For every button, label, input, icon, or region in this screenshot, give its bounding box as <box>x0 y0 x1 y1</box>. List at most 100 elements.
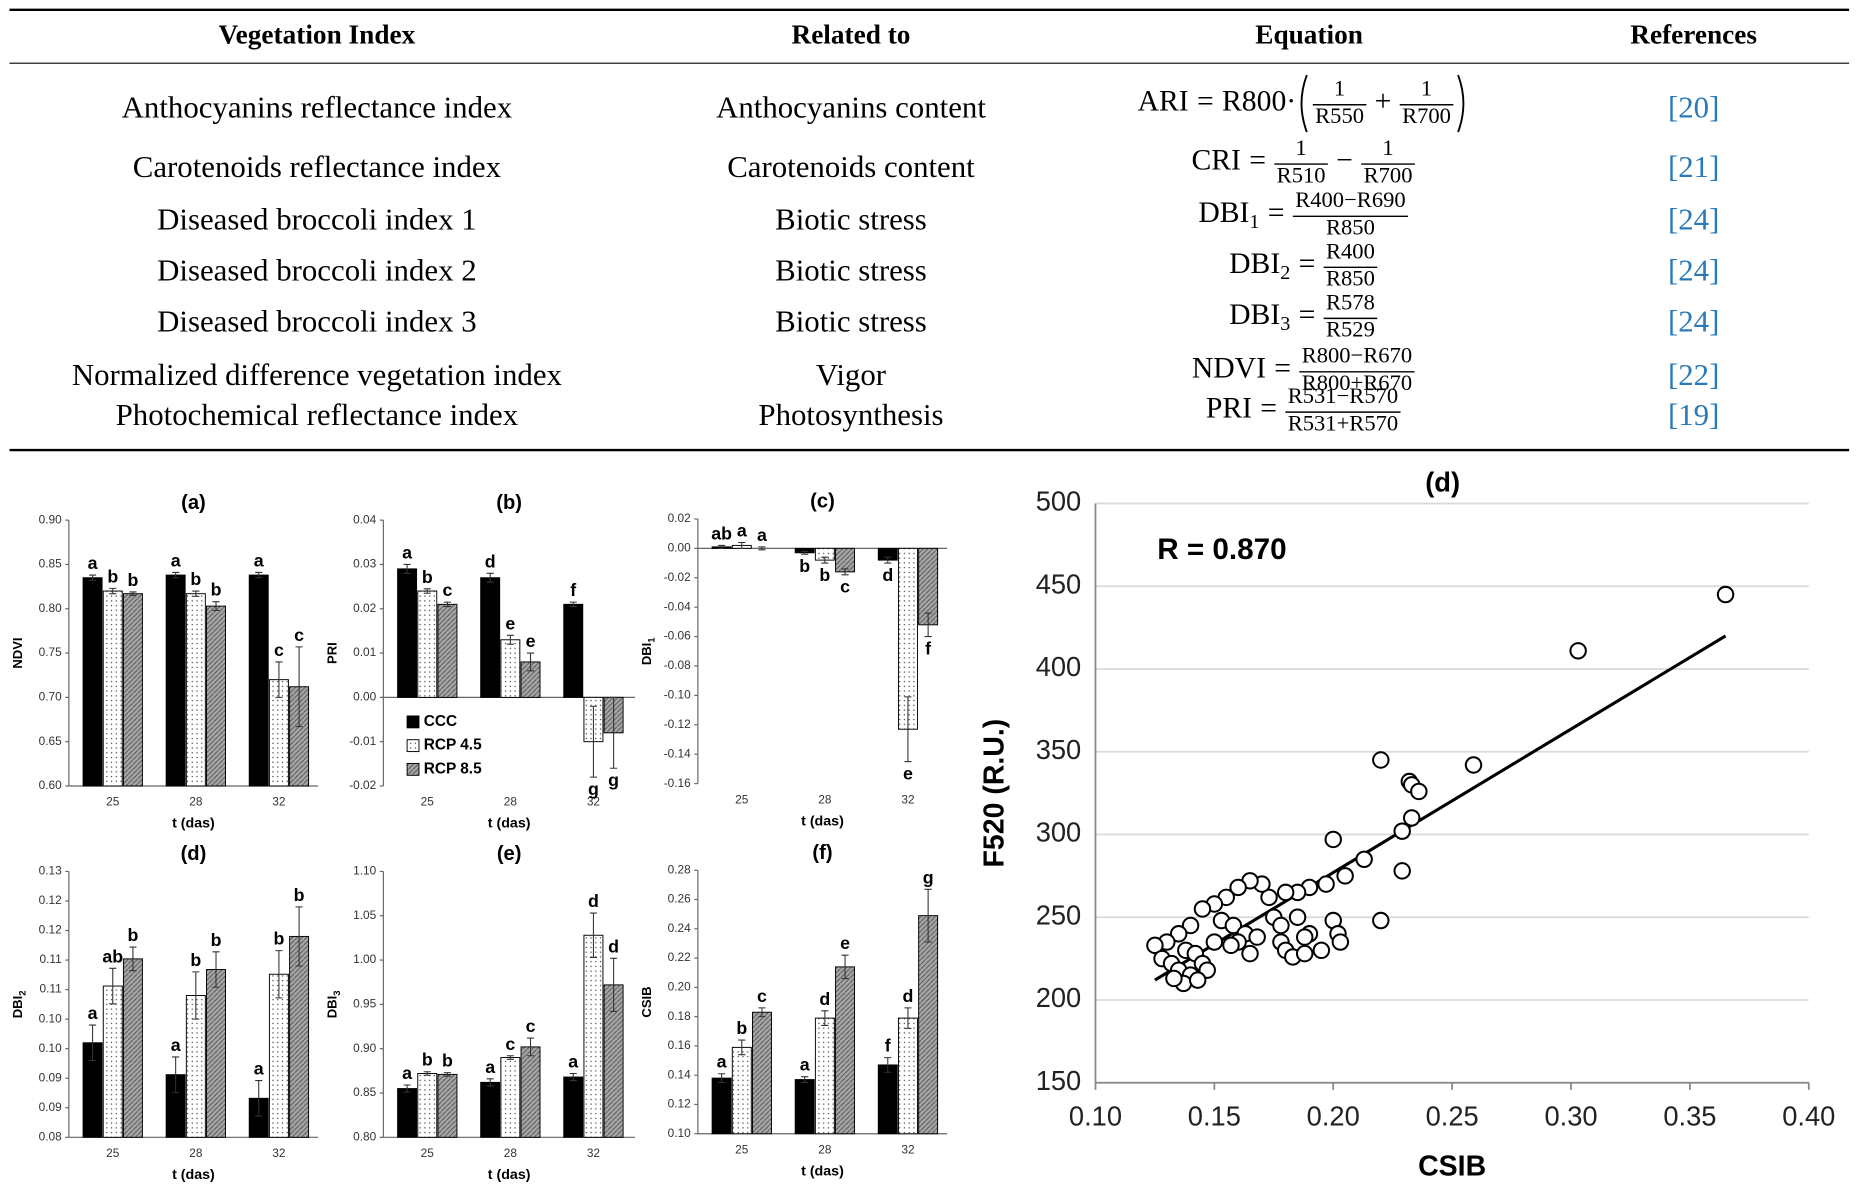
significance-letter: c <box>274 640 284 660</box>
y-tick-label: 0.01 <box>353 645 376 659</box>
chart-title: (d) <box>1425 467 1460 498</box>
bar <box>102 590 123 787</box>
error-bar <box>403 563 411 574</box>
significance-letter: g <box>923 867 934 887</box>
y-tick-label: 0.75 <box>39 645 62 659</box>
paren <box>1300 74 1308 133</box>
y-tick-label: -0.06 <box>664 629 691 643</box>
error-bar <box>718 1073 726 1084</box>
point <box>1205 933 1224 951</box>
error-bar <box>569 601 577 608</box>
legend-label: CCC <box>424 713 457 730</box>
error-bar <box>904 1007 912 1029</box>
y-tick-label: -0.16 <box>664 776 691 790</box>
y-tick-label: -0.02 <box>349 778 376 792</box>
x-tick-label: 0.20 <box>1307 1101 1360 1132</box>
x-tick-label: 25 <box>421 1146 435 1160</box>
y-axis-label: DBI1 <box>639 637 657 665</box>
point <box>1169 925 1188 943</box>
error-bar <box>526 652 535 672</box>
error-bar <box>526 1037 535 1057</box>
eq-denominator: R531+R570 <box>1288 410 1398 435</box>
error-bar <box>109 967 117 1005</box>
error-bar <box>129 946 137 972</box>
eq-rel: = <box>1268 197 1285 229</box>
point <box>1241 944 1259 963</box>
eq-sub: 3 <box>1280 313 1290 335</box>
significance-letter: e <box>526 631 536 651</box>
y-tick-label: 0.11 <box>40 982 63 996</box>
y-tick-label: -0.12 <box>664 717 691 731</box>
bar <box>437 603 458 698</box>
error-bar <box>821 556 829 564</box>
eq-name: NDVI <box>1192 352 1266 384</box>
y-tick-label: -0.10 <box>664 688 691 702</box>
bar <box>102 985 123 1138</box>
error-bar <box>423 588 431 594</box>
y-axis-label: NDVI <box>10 637 25 668</box>
bar <box>835 547 856 573</box>
significance-letter: g <box>608 770 619 790</box>
bar <box>814 1017 835 1135</box>
y-axis-label-sub: 3 <box>332 990 343 995</box>
x-tick-label: 0.25 <box>1426 1101 1479 1132</box>
significance-letter: b <box>190 950 201 970</box>
index-name: Carotenoids reflectance index <box>133 150 502 184</box>
error-bar <box>486 1078 494 1087</box>
bar <box>480 577 501 698</box>
significance-letter: b <box>211 930 222 950</box>
related-to: Biotic stress <box>775 202 927 236</box>
x-axis-label: CSIB <box>1418 1151 1486 1183</box>
y-tick-label: 0.02 <box>353 601 376 615</box>
error-bar <box>255 571 263 579</box>
error-bar <box>423 1071 431 1076</box>
error-bar <box>506 634 514 645</box>
error-bar <box>758 546 766 551</box>
chart-title: (a) <box>181 492 206 514</box>
eq-rel: = <box>1299 299 1316 331</box>
eq-name: PRI <box>1206 393 1252 425</box>
bar <box>437 1073 458 1138</box>
error-bar <box>89 574 97 581</box>
eq-rel: = <box>1299 248 1316 280</box>
bar <box>583 934 604 1138</box>
point <box>1224 916 1243 935</box>
y-axis-label-text: DBI <box>325 996 340 1018</box>
x-tick-label: 25 <box>421 795 435 809</box>
y-tick-label: 450 <box>1036 568 1082 599</box>
x-tick-label: 28 <box>818 1142 832 1156</box>
bar <box>563 603 584 698</box>
index-name: Anthocyanins reflectance index <box>122 91 513 125</box>
significance-letter: b <box>819 565 830 585</box>
error-bar <box>821 1010 829 1026</box>
y-tick-label: 250 <box>1036 899 1082 930</box>
point <box>1288 908 1307 926</box>
bar <box>289 935 310 1138</box>
x-tick-label: 25 <box>106 1146 120 1160</box>
eq-rel: = <box>1249 145 1266 177</box>
significance-letter: b <box>799 556 810 576</box>
eq-numerator: R578 <box>1326 289 1375 314</box>
significance-letter: b <box>211 580 222 600</box>
significance-letter: c <box>840 577 850 597</box>
related-to: Photosynthesis <box>758 398 943 432</box>
error-bar <box>275 950 283 999</box>
bar <box>751 1011 772 1135</box>
chart-title: (b) <box>496 492 522 514</box>
reference: [22] <box>1668 358 1719 392</box>
y-axis-label-sub: 1 <box>646 637 657 643</box>
bar <box>397 568 418 698</box>
error-bar <box>610 957 618 1012</box>
point <box>1295 944 1314 963</box>
eq-name: DBI <box>1198 197 1249 229</box>
reference: [24] <box>1668 202 1719 236</box>
error-bar <box>89 1024 97 1062</box>
bar <box>835 966 856 1135</box>
point <box>1402 809 1421 827</box>
error-bar <box>610 696 618 769</box>
significance-letter: a <box>717 1052 728 1072</box>
y-tick-label: 0.85 <box>353 1085 376 1099</box>
